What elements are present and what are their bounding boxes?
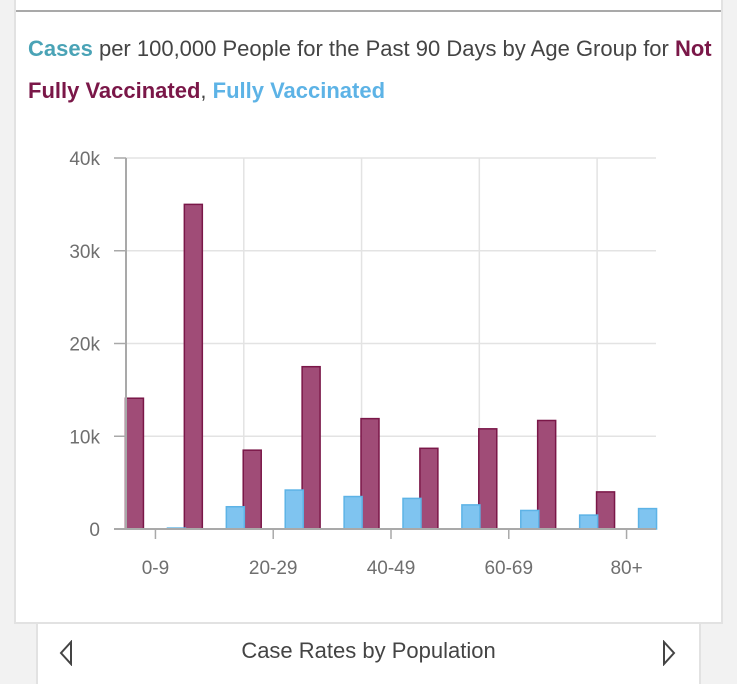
y-tick-label: 0 <box>89 520 100 541</box>
bar-not-fully-vaccinated-70-79 <box>536 419 557 530</box>
y-tick-label: 20k <box>69 335 100 356</box>
bar-not-fully-vaccinated-30-39 <box>301 365 321 530</box>
nav-label: Case Rates by Population <box>241 638 496 663</box>
x-tick-label: 60-69 <box>484 558 533 579</box>
bar-fully-vaccinated-10-19 <box>225 505 246 530</box>
title-separator: , <box>200 78 213 103</box>
x-tick-label: 0-9 <box>142 558 169 579</box>
bar-fully-vaccinated-20-29 <box>284 489 304 530</box>
bar-not-fully-vaccinated-40-49 <box>360 417 380 530</box>
chart-nav: Case Rates by Population <box>36 624 701 684</box>
gridlines <box>126 157 656 529</box>
bar-not-fully-vaccinated-50-59 <box>419 447 439 530</box>
x-tick-label: 80+ <box>610 558 642 579</box>
title-not-fully-vaccinated: Not Fully Vaccinated <box>28 36 712 103</box>
y-tick-label: 40k <box>69 149 100 170</box>
x-tick-label: 20-29 <box>249 558 298 579</box>
title-middle: per 100,000 People for the Past 90 Days … <box>92 36 675 61</box>
bar-not-fully-vaccinated-20-29 <box>242 449 262 530</box>
chart-title: Cases per 100,000 People for the Past 90… <box>28 28 718 112</box>
divider <box>16 10 721 12</box>
bar-fully-vaccinated-70-79 <box>578 514 599 530</box>
bar-fully-vaccinated-80+ <box>637 507 658 530</box>
axes <box>114 157 656 539</box>
triangle-right-icon[interactable] <box>661 640 677 666</box>
y-tick-labels: 0 10k 20k 30k 40k <box>69 149 100 541</box>
bar-not-fully-vaccinated-0-9 <box>124 397 145 530</box>
bar-fully-vaccinated-60-69 <box>520 509 540 530</box>
bar-chart: 0 10k 20k 30k 40k 0-9 20-29 40-49 60-69 80+ <box>69 149 658 579</box>
triangle-left-icon[interactable] <box>58 640 74 666</box>
y-tick-label: 10k <box>69 427 100 448</box>
title-fully-vaccinated: Fully Vaccinated <box>212 78 386 103</box>
bars <box>124 203 658 530</box>
bar-fully-vaccinated-30-39 <box>343 495 363 530</box>
bar-not-fully-vaccinated-80+ <box>595 491 616 530</box>
bar-not-fully-vaccinated-10-19 <box>183 203 204 530</box>
bar-not-fully-vaccinated-60-69 <box>478 428 498 530</box>
bar-fully-vaccinated-40-49 <box>402 497 422 530</box>
x-tick-label: 40-49 <box>367 558 416 579</box>
bar-fully-vaccinated-50-59 <box>461 504 481 530</box>
title-cases: Cases <box>28 36 93 61</box>
x-tick-labels: 0-9 20-29 40-49 60-69 80+ <box>142 558 643 579</box>
y-tick-label: 30k <box>69 242 100 263</box>
